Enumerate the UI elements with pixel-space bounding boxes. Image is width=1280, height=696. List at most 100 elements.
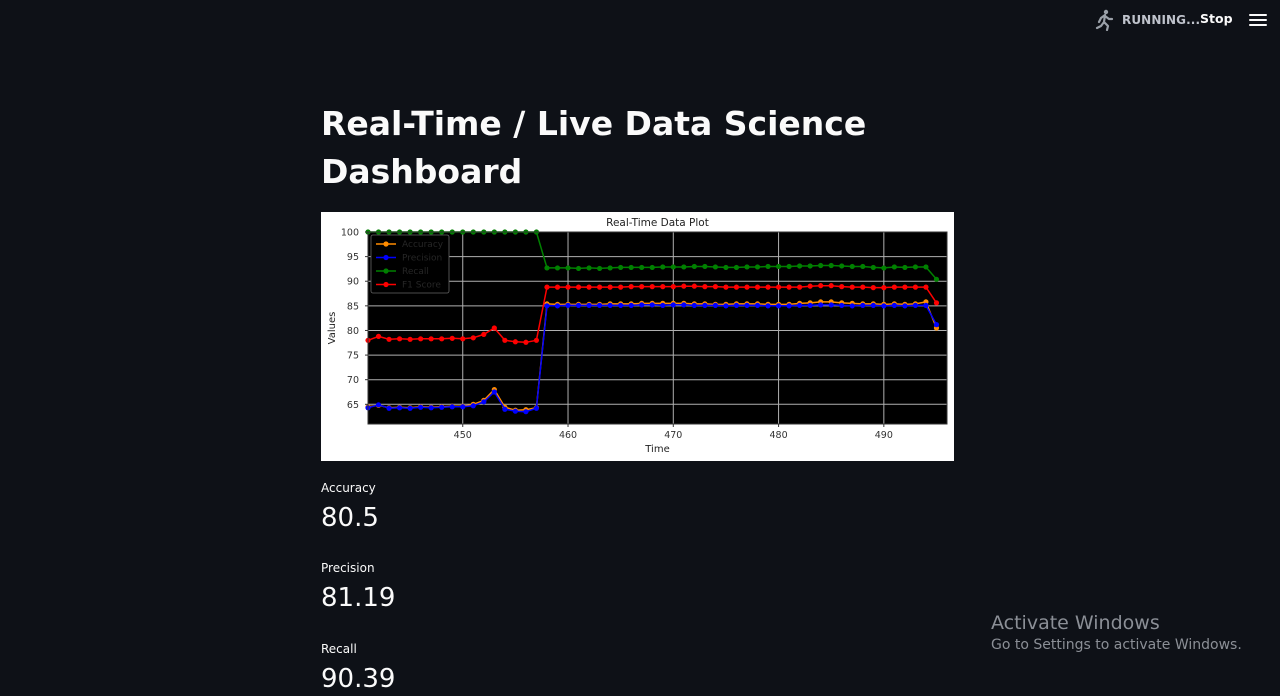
data-point <box>628 302 634 308</box>
data-point <box>470 403 476 409</box>
data-point <box>839 302 845 308</box>
data-point <box>807 283 813 289</box>
data-point <box>460 404 466 410</box>
data-point <box>891 264 897 270</box>
stop-button[interactable]: Stop <box>1196 9 1237 28</box>
y-tick-label: 70 <box>347 375 359 386</box>
data-point <box>481 331 487 337</box>
real-time-chart: 450 460 470 480 490 65 70 75 80 85 90 95 100 Real-Tim… <box>321 212 954 461</box>
x-tick-label: 480 <box>769 430 787 441</box>
data-point <box>607 302 613 308</box>
data-point <box>491 389 497 395</box>
data-point <box>565 284 571 290</box>
data-point <box>870 302 876 308</box>
data-point <box>575 284 582 290</box>
data-point <box>428 336 434 342</box>
running-status: RUNNING... <box>1094 9 1200 31</box>
data-point <box>470 335 476 341</box>
data-point <box>502 337 508 343</box>
data-point <box>502 406 508 412</box>
plot-area <box>368 232 947 424</box>
data-point <box>912 284 919 290</box>
data-point <box>828 283 834 289</box>
y-axis-label: Values <box>327 312 338 345</box>
data-point <box>839 284 845 290</box>
data-point <box>839 263 845 269</box>
data-point <box>923 302 929 308</box>
data-point <box>375 402 382 408</box>
data-point <box>923 284 929 290</box>
data-point <box>849 303 855 309</box>
data-point <box>396 405 403 411</box>
data-point <box>428 405 434 411</box>
data-point <box>660 302 666 308</box>
y-tick-label: 85 <box>347 301 359 312</box>
data-point <box>618 302 624 308</box>
data-point <box>418 404 424 410</box>
data-point <box>481 399 487 405</box>
data-point <box>765 303 771 309</box>
data-point <box>744 264 750 270</box>
legend-box <box>370 234 450 294</box>
data-point <box>775 263 782 270</box>
data-point <box>902 264 908 271</box>
data-point <box>818 283 824 289</box>
data-point <box>660 284 666 290</box>
data-point <box>565 302 571 308</box>
data-point <box>407 336 413 342</box>
data-point <box>597 265 603 272</box>
data-point <box>723 303 729 309</box>
data-point <box>386 336 392 342</box>
data-point <box>712 302 718 308</box>
legend-marker <box>383 281 389 288</box>
data-point <box>607 284 613 290</box>
watermark-subtitle: Go to Settings to activate Windows. <box>991 637 1242 653</box>
data-point <box>628 284 634 290</box>
data-point <box>891 284 897 290</box>
data-point <box>523 339 529 345</box>
data-point <box>723 284 729 290</box>
data-point <box>386 405 392 411</box>
data-point <box>712 264 718 270</box>
hamburger-menu-icon <box>1249 19 1267 21</box>
data-point <box>512 339 518 345</box>
data-point <box>933 276 940 282</box>
hamburger-menu-icon <box>1249 24 1267 26</box>
data-point <box>565 265 571 271</box>
data-point <box>375 333 382 339</box>
data-point <box>691 302 697 308</box>
y-tick-label: 100 <box>341 228 359 239</box>
data-point <box>849 263 855 270</box>
data-point <box>933 322 940 328</box>
data-point <box>754 264 761 270</box>
data-point <box>786 263 792 270</box>
data-point <box>797 284 803 290</box>
legend-label: Recall <box>402 267 429 277</box>
data-point <box>765 284 771 290</box>
data-point <box>460 336 466 342</box>
data-point <box>860 263 866 270</box>
data-point <box>439 404 445 410</box>
data-point <box>797 263 803 269</box>
data-point <box>702 302 708 308</box>
data-point <box>554 284 561 290</box>
data-point <box>775 284 782 290</box>
y-tick-label: 80 <box>347 326 359 337</box>
data-point <box>733 284 740 290</box>
data-point <box>712 284 718 290</box>
data-point <box>691 283 697 289</box>
main-menu-button[interactable] <box>1249 12 1267 28</box>
data-point <box>670 302 676 308</box>
data-point <box>618 264 624 271</box>
data-point <box>881 265 887 271</box>
x-tick-label: 490 <box>875 430 893 441</box>
data-point <box>628 264 634 271</box>
data-point <box>860 302 866 308</box>
running-man-icon <box>1095 9 1114 31</box>
data-point <box>491 325 497 331</box>
data-point <box>786 284 792 290</box>
metric-label: Recall <box>321 642 357 656</box>
windows-activation-watermark: Activate Windows Go to Settings to activ… <box>991 611 1242 655</box>
y-tick-label: 75 <box>347 351 359 362</box>
data-point <box>933 300 940 306</box>
